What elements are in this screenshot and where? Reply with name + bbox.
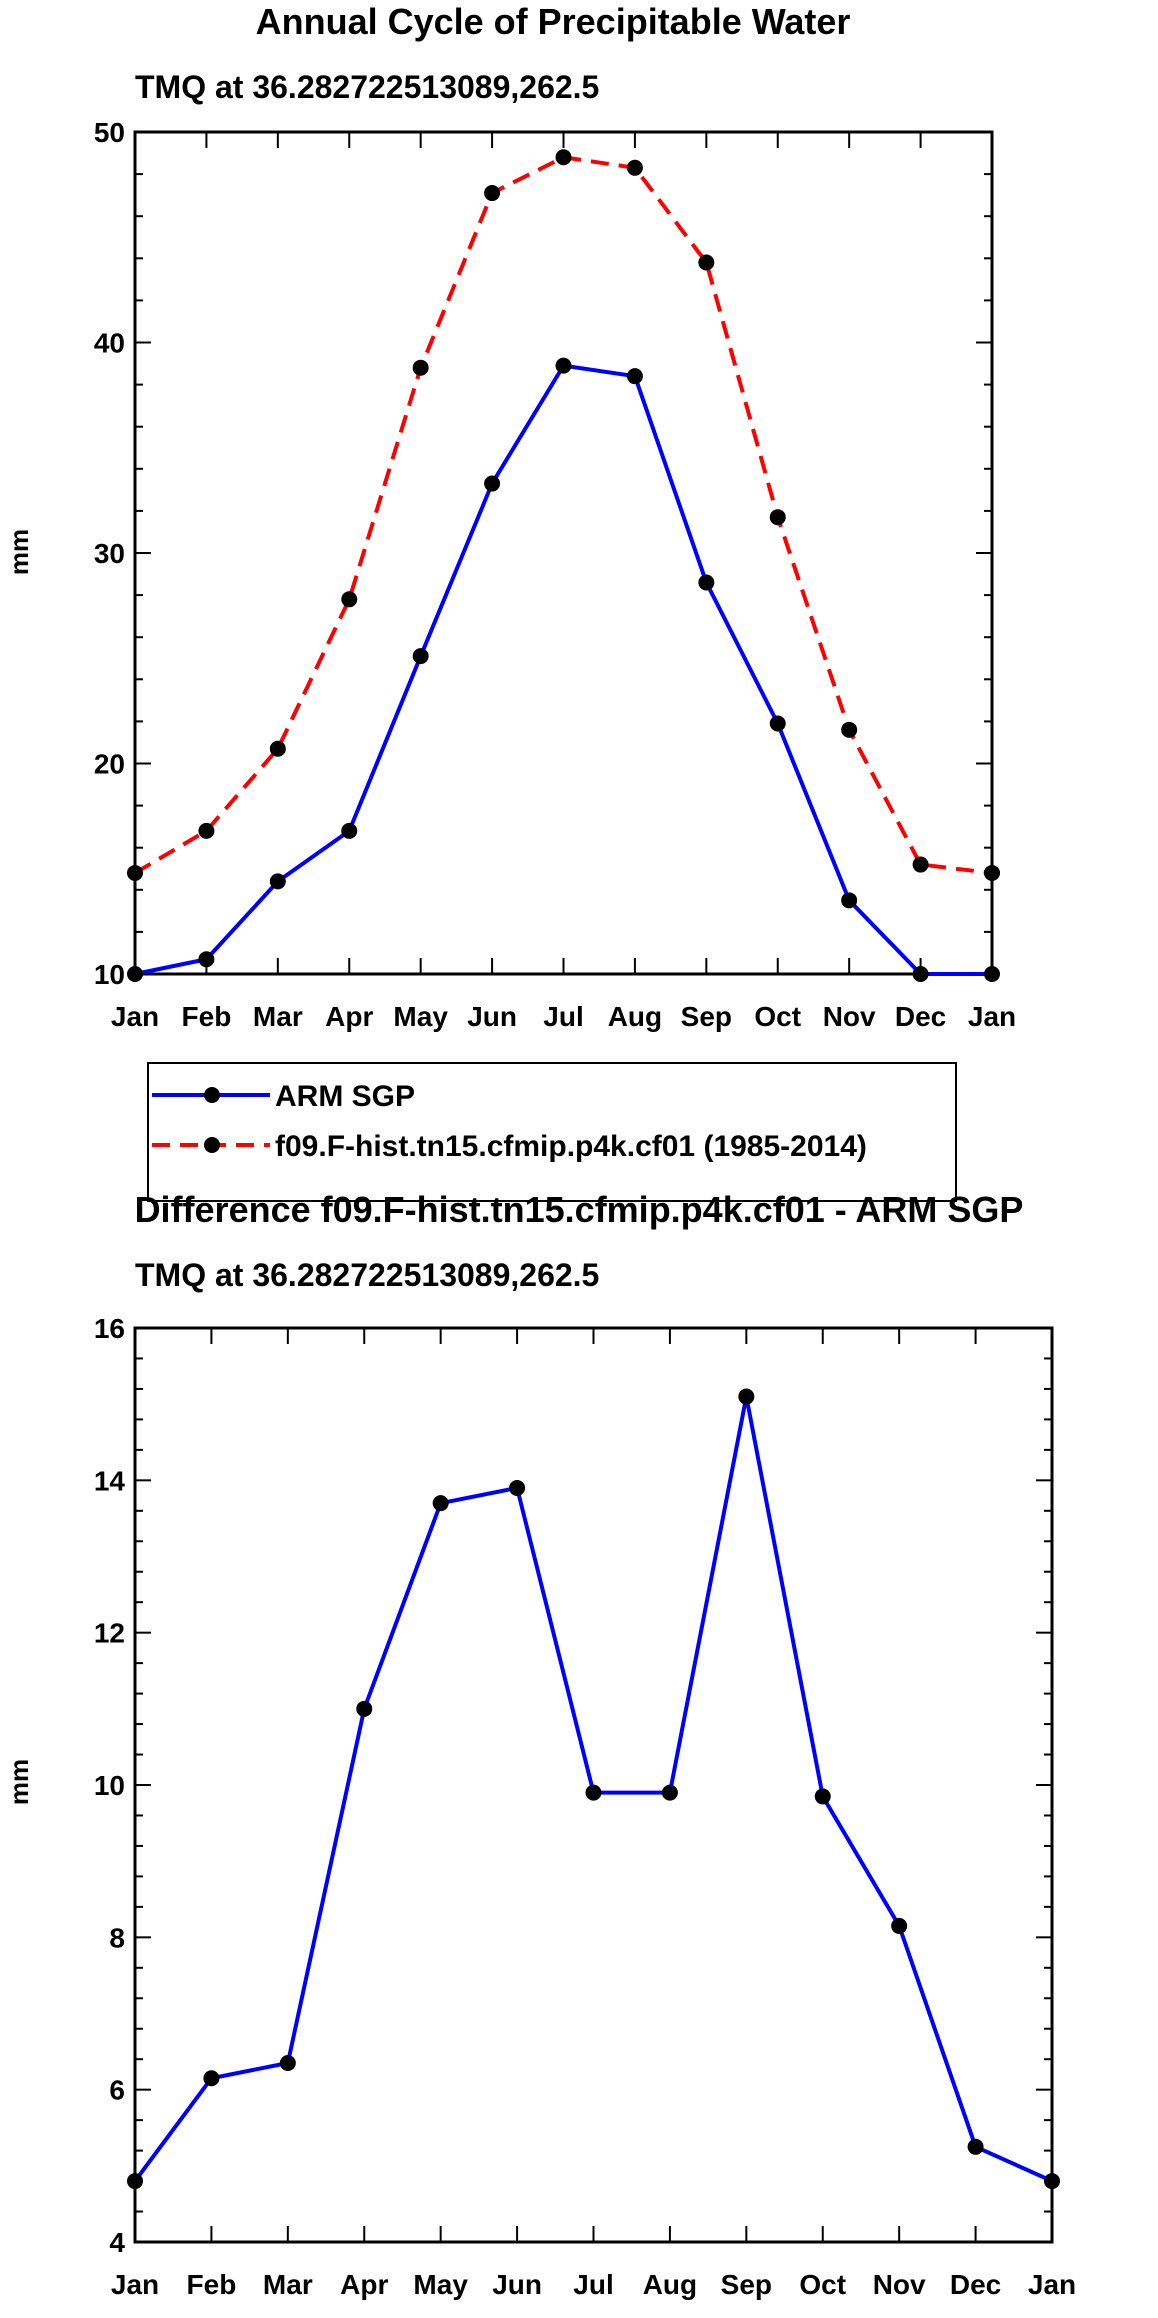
legend-box <box>147 1062 957 1202</box>
x-tick-label: Jan <box>111 1001 159 1032</box>
data-point-difference <box>891 1917 908 1934</box>
x-tick-label: Jan <box>111 2269 159 2300</box>
x-tick-label: Dec <box>950 2269 1001 2300</box>
x-tick-label: Jun <box>492 2269 542 2300</box>
x-tick-label: Sep <box>681 1001 732 1032</box>
x-tick-label: May <box>413 2269 468 2300</box>
x-tick-label: May <box>393 1001 448 1032</box>
y-tick-label: 6 <box>109 2075 125 2106</box>
data-point-arm <box>555 357 572 374</box>
y-tick-label: 4 <box>109 2227 125 2258</box>
x-tick-label: Dec <box>895 1001 946 1032</box>
data-point-difference <box>738 1388 755 1405</box>
y-tick-label: 10 <box>94 959 125 990</box>
data-point-arm <box>769 715 786 732</box>
x-tick-label: Aug <box>608 1001 662 1032</box>
data-point-arm <box>484 475 501 492</box>
data-point-difference <box>279 2055 296 2072</box>
data-point-f09-f-hist-tn15-cfmip-p4k-cf01 <box>484 185 501 202</box>
data-point-arm <box>984 966 1000 982</box>
x-tick-label: Jul <box>543 1001 583 1032</box>
legend-entry-arm-sgp: ARM SGP <box>152 1080 415 1113</box>
y-tick-label: 14 <box>94 1465 126 1496</box>
legend-marker-arm-sgp <box>204 1087 220 1103</box>
x-tick-label: Feb <box>182 1001 232 1032</box>
y-tick-label: 30 <box>94 538 125 569</box>
data-point-f09-f-hist-tn15-cfmip-p4k-cf01 <box>198 822 215 839</box>
data-point-difference <box>127 2173 143 2190</box>
series-line-arm <box>134 363 992 976</box>
x-tick-label: Jun <box>467 1001 517 1032</box>
y-tick-label: 12 <box>94 1618 125 1649</box>
data-point-difference <box>814 1788 831 1805</box>
data-point-arm <box>412 648 429 665</box>
plot-frame <box>133 130 994 976</box>
data-point-f09-f-hist-tn15-cfmip-p4k-cf01 <box>698 254 715 271</box>
data-point-arm <box>127 966 143 982</box>
data-point-f09-f-hist-tn15-cfmip-p4k-cf01 <box>626 159 643 176</box>
data-point-arm <box>698 574 715 591</box>
y-tick-label: 16 <box>94 1313 125 1344</box>
data-point-difference <box>967 2138 984 2155</box>
chart-annual-cycle: Annual Cycle of Precipitable Water TMQ a… <box>4 1 1016 1202</box>
x-tick-label: Mar <box>253 1001 303 1032</box>
x-tick-label: Aug <box>643 2269 697 2300</box>
chart-title: Annual Cycle of Precipitable Water <box>256 1 851 42</box>
data-point-f09-f-hist-tn15-cfmip-p4k-cf01 <box>769 509 786 526</box>
chart-subtitle: TMQ at 36.282722513089,262.5 <box>135 69 599 105</box>
y-axis-label: mm <box>4 1759 34 1805</box>
data-point-arm <box>912 966 929 982</box>
data-point-difference <box>1044 2173 1060 2190</box>
chart-subtitle: TMQ at 36.282722513089,262.5 <box>135 1257 599 1293</box>
legend-entry-model: f09.F-hist.tn15.cfmip.p4k.cf01 (1985-201… <box>152 1130 867 1163</box>
x-tick-label: Oct <box>754 1001 801 1032</box>
data-point-difference <box>585 1784 602 1801</box>
data-point-difference <box>661 1784 678 1801</box>
x-tick-label: Oct <box>799 2269 846 2300</box>
chart-difference: Difference f09.F-hist.tn15.cfmip.p4k.cf0… <box>4 1189 1076 2300</box>
data-point-arm <box>198 951 215 968</box>
x-tick-label: Nov <box>873 2269 926 2300</box>
y-tick-label: 10 <box>94 1770 125 1801</box>
data-point-difference <box>432 1495 449 1512</box>
y-tick-label: 50 <box>94 117 125 148</box>
chart-title: Difference f09.F-hist.tn15.cfmip.p4k.cf0… <box>135 1189 1024 1230</box>
legend: ARM SGP f09.F-hist.tn15.cfmip.p4k.cf01 (… <box>147 1062 957 1202</box>
data-point-f09-f-hist-tn15-cfmip-p4k-cf01 <box>984 864 1000 881</box>
x-tick-label: Jan <box>968 1001 1016 1032</box>
legend-label-model: f09.F-hist.tn15.cfmip.p4k.cf01 (1985-201… <box>275 1130 867 1163</box>
data-point-f09-f-hist-tn15-cfmip-p4k-cf01 <box>269 740 286 757</box>
data-point-f09-f-hist-tn15-cfmip-p4k-cf01 <box>555 149 572 166</box>
y-axis-label: mm <box>4 529 34 575</box>
data-point-difference <box>509 1479 526 1496</box>
data-point-f09-f-hist-tn15-cfmip-p4k-cf01 <box>841 721 858 738</box>
data-point-arm <box>626 368 643 385</box>
data-point-f09-f-hist-tn15-cfmip-p4k-cf01 <box>341 591 358 608</box>
data-point-f09-f-hist-tn15-cfmip-p4k-cf01 <box>412 359 429 376</box>
data-point-f09-f-hist-tn15-cfmip-p4k-cf01 <box>912 856 929 873</box>
plot-area-difference: 4 6 8 10 12 14 16 Jan Feb Mar Apr May Jun Jul Aug Sep Oc… <box>94 1313 1076 2300</box>
data-point-arm <box>341 822 358 839</box>
x-tick-label: Feb <box>187 2269 237 2300</box>
x-tick-label: Nov <box>823 1001 876 1032</box>
x-tick-label: Apr <box>340 2269 388 2300</box>
legend-marker-model <box>204 1137 220 1153</box>
data-point-difference <box>203 2070 220 2087</box>
plot-area-annual-cycle: 10 20 30 40 50 Jan Feb Mar Apr May Jun Jul Aug Sep Oct… <box>94 117 1016 1032</box>
series-line-f09-f-hist-tn15-cfmip-p4k-cf01 <box>133 155 993 875</box>
data-point-f09-f-hist-tn15-cfmip-p4k-cf01 <box>127 864 143 881</box>
x-tick-label: Jul <box>573 2269 613 2300</box>
x-tick-label: Sep <box>721 2269 772 2300</box>
x-tick-label: Mar <box>263 2269 313 2300</box>
x-tick-label: Apr <box>325 1001 373 1032</box>
data-point-arm <box>841 892 858 909</box>
y-tick-label: 40 <box>94 328 125 359</box>
data-point-arm <box>269 873 286 890</box>
x-tick-label: Jan <box>1028 2269 1076 2300</box>
legend-label-arm-sgp: ARM SGP <box>275 1080 415 1113</box>
y-tick-label: 8 <box>109 1922 125 1953</box>
data-point-difference <box>356 1700 373 1717</box>
y-tick-label: 20 <box>94 749 125 780</box>
